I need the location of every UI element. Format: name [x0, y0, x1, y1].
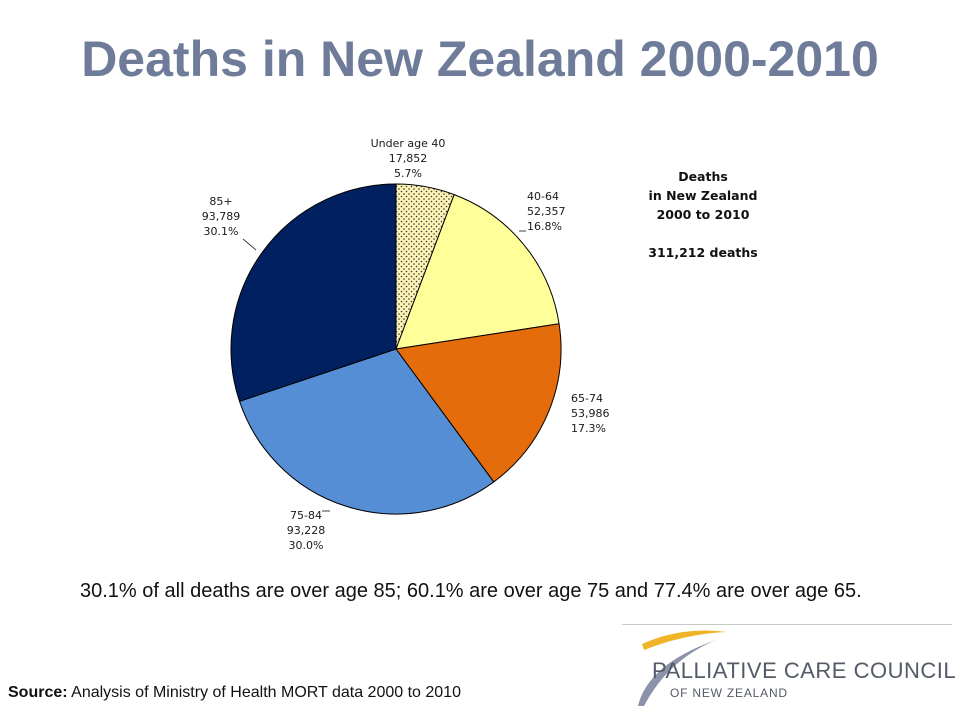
- chart-annotation-line: 2000 to 2010: [657, 207, 750, 222]
- slice-label: Under age 40: [371, 137, 446, 150]
- slice-label: 40-64: [527, 190, 559, 203]
- logo-swoosh-icon: [638, 630, 727, 706]
- pie-slice-40-64: [395, 193, 560, 350]
- pie-slice-75-84: [238, 348, 495, 515]
- chart-annotation-line: 311,212 deaths: [648, 245, 757, 260]
- leader-line: [242, 238, 257, 251]
- source-text: Analysis of Ministry of Health MORT data…: [67, 684, 461, 701]
- slice-percent-label: 30.0%: [289, 539, 324, 552]
- logo-divider: [622, 624, 952, 625]
- pie-slice-85-: [230, 183, 397, 402]
- slice-value-label: 17,852: [389, 152, 428, 165]
- slice-label: 65-74: [571, 392, 603, 405]
- chart-annotation-line: Deaths: [678, 169, 728, 184]
- slice-value-label: 93,228: [287, 524, 326, 537]
- source-label: Source:: [8, 684, 68, 701]
- summary-text: 30.1% of all deaths are over age 85; 60.…: [80, 580, 862, 602]
- chart-annotation-line: in New Zealand: [649, 188, 758, 203]
- slice-value-label: 53,986: [571, 407, 610, 420]
- slice-percent-label: 5.7%: [394, 167, 422, 180]
- logo-subtitle: OF NEW ZEALAND: [670, 686, 788, 700]
- source-note: Source: Analysis of Ministry of Health M…: [8, 684, 461, 702]
- slice-percent-label: 16.8%: [527, 220, 562, 233]
- slice-percent-label: 17.3%: [571, 422, 606, 435]
- slice-label: 85+: [209, 195, 232, 208]
- slice-label: 75-84: [290, 509, 322, 522]
- pie-slice-65-74: [395, 323, 562, 483]
- slice-percent-label: 30.1%: [204, 225, 239, 238]
- slice-value-label: 52,357: [527, 205, 566, 218]
- slice-value-label: 93,789: [202, 210, 241, 223]
- logo: PALLIATIVE CARE COUNCIL OF NEW ZEALAND: [622, 624, 956, 708]
- logo-title: PALLIATIVE CARE COUNCIL: [652, 658, 957, 683]
- slide-title: Deaths in New Zealand 2000-2010: [81, 31, 879, 87]
